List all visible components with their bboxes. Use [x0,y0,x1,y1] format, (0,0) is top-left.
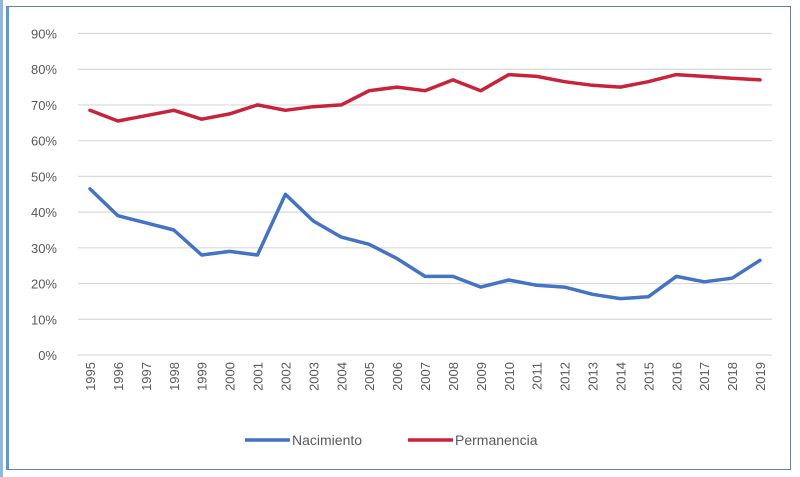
y-tick-label: 30% [31,241,57,256]
x-tick-label: 2016 [669,362,684,391]
x-tick-label: 2015 [641,362,656,391]
x-tick-label: 2003 [306,362,321,391]
x-tick-label: 2005 [362,362,377,391]
y-tick-label: 70% [31,98,57,113]
x-tick-label: 2009 [474,362,489,391]
x-tick-label: 2014 [613,362,628,391]
x-tick-label: 2004 [334,362,349,391]
x-tick-label: 1998 [167,362,182,391]
x-tick-label: 2008 [446,362,461,391]
series-line-permanencia [88,72,762,123]
legend-label: Permanencia [455,432,538,448]
x-tick-label: 2017 [697,362,712,391]
y-tick-label: 20% [31,277,57,292]
x-tick-label: 2012 [558,362,573,391]
y-tick-label: 40% [31,205,57,220]
series-line-nacimiento [88,187,762,301]
x-tick-label: 2007 [418,362,433,391]
y-tick-label: 0% [38,348,57,363]
x-tick-label: 1997 [139,362,154,391]
x-tick-label: 2006 [390,362,405,391]
y-tick-label: 90% [31,27,57,42]
x-tick-label: 2013 [586,362,601,391]
y-tick-label: 60% [31,134,57,149]
x-tick-label: 2019 [753,362,768,391]
y-tick-label: 80% [31,62,57,77]
x-tick-label: 2001 [251,362,266,391]
y-tick-label: 10% [31,312,57,327]
window-edge [0,0,3,477]
x-tick-label: 2002 [278,362,293,391]
x-tick-label: 2000 [223,362,238,391]
legend-label: Nacimiento [292,432,362,448]
x-tick-label: 2018 [725,362,740,391]
y-tick-label: 50% [31,169,57,184]
x-tick-label: 2010 [502,362,517,391]
x-tick-label: 1995 [83,362,98,391]
x-tick-label: 1999 [195,362,210,391]
x-tick-label: 2011 [530,362,545,390]
x-tick-label: 1996 [111,362,126,391]
chart-frame [6,6,791,470]
